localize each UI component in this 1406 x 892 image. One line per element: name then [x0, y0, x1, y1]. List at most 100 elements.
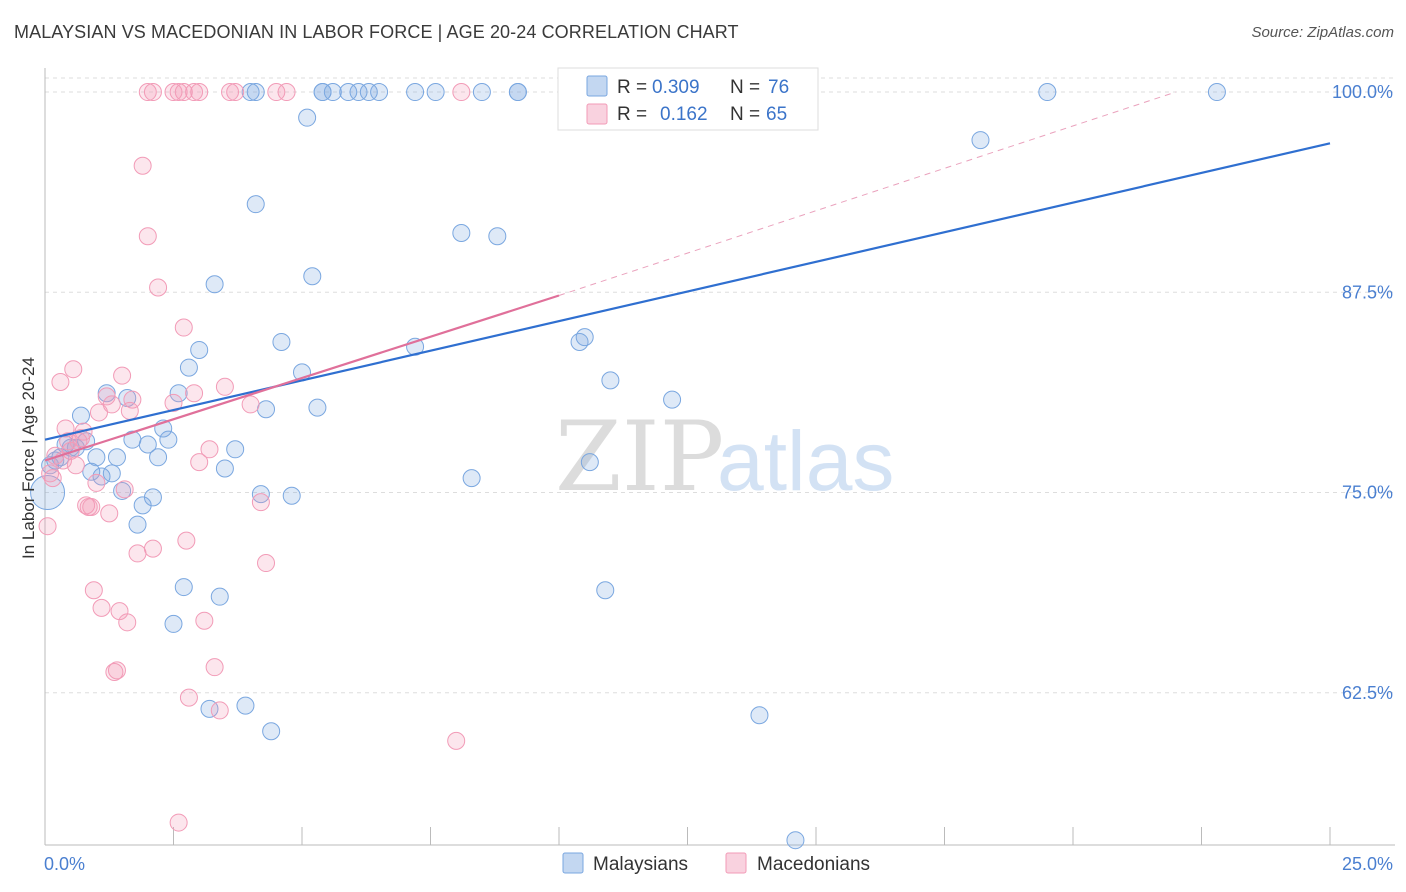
bottom-legend-malaysians: Malaysians: [593, 854, 688, 875]
malaysian-point-52: [426, 83, 445, 102]
malaysian-point-47: [339, 83, 358, 102]
trend-line-macedonians-extended: [558, 91, 1176, 296]
malaysian-point-43: [303, 267, 322, 286]
malaysian-point-13: [107, 448, 126, 467]
legend-r-value-1: 0.309: [652, 77, 700, 98]
malaysian-point-61: [596, 581, 615, 600]
macedonian-point-18: [87, 473, 106, 492]
malaysian-point-50: [370, 83, 389, 102]
malaysian-point-28: [190, 340, 209, 359]
macedonian-point-45: [200, 440, 219, 459]
malaysian-point-60: [580, 453, 599, 472]
macedonian-point-49: [221, 83, 240, 102]
macedonian-point-57: [452, 83, 471, 102]
x-tick-label-1: 25.0%: [1342, 854, 1393, 874]
macedonian-point-61: [169, 83, 188, 102]
axes: [44, 68, 1395, 846]
malaysian-point-27: [179, 358, 198, 377]
malaysian-point-9: [87, 448, 106, 467]
malaysian-point-58: [570, 332, 589, 351]
malaysian-point-8: [82, 462, 101, 481]
bottom-legend-macedonians: Macedonians: [757, 854, 870, 875]
legend-r-label-2: R =: [617, 104, 647, 125]
malaysian-point-46: [323, 83, 342, 102]
malaysian-point-56: [488, 227, 507, 246]
macedonian-point-55: [277, 83, 296, 102]
bottom-legend-swatch-malaysians: [562, 852, 584, 874]
malaysian-point-23: [159, 430, 178, 449]
malaysian-point-25: [169, 384, 188, 403]
malaysian-point-66: [786, 831, 805, 850]
macedonian-point-23: [102, 395, 121, 414]
malaysian-point-69: [1207, 83, 1226, 102]
macedonian-point-41: [179, 688, 198, 707]
data-points: [30, 83, 1226, 850]
trend-line-macedonians: [44, 294, 560, 462]
malaysian-point-65: [750, 706, 769, 725]
macedonian-point-0: [38, 517, 57, 536]
legend-n-value-1: 76: [768, 77, 789, 98]
watermark-zip: ZIP: [555, 401, 724, 513]
macedonian-point-60: [164, 83, 183, 102]
y-tick-labels: 62.5% 75.0% 87.5% 100.0%: [1332, 82, 1393, 703]
macedonian-point-38: [169, 813, 188, 832]
malaysian-point-70: [241, 83, 260, 102]
macedonian-point-28: [115, 480, 134, 499]
malaysian-point-30: [205, 275, 224, 294]
macedonian-point-16: [82, 497, 101, 516]
macedonian-point-2: [43, 469, 62, 488]
macedonian-point-63: [185, 83, 204, 102]
malaysian-point-38: [262, 722, 281, 741]
malaysian-point-62: [601, 371, 620, 390]
macedonian-point-47: [210, 701, 229, 720]
legend: R = 0.309 N = 76 R = 0.162 N = 65: [557, 67, 819, 131]
macedonian-point-17: [84, 581, 103, 600]
macedonian-point-40: [177, 531, 196, 550]
macedonian-point-51: [241, 395, 260, 414]
malaysian-point-72: [313, 83, 332, 102]
trend-line-malaysians: [44, 142, 1331, 441]
macedonian-point-20: [92, 598, 111, 617]
macedonian-point-27: [113, 366, 132, 385]
malaysian-point-42: [298, 108, 317, 127]
legend-swatch-macedonians: [586, 103, 608, 125]
y-axis-label: In Labor Force | Age 20-24: [19, 357, 38, 559]
malaysian-point-39: [272, 332, 291, 351]
malaysian-point-26: [174, 578, 193, 597]
macedonian-point-58: [138, 83, 157, 102]
malaysian-point-21: [149, 448, 168, 467]
y-tick-label-2: 87.5%: [1342, 282, 1393, 302]
malaysian-point-68: [1038, 83, 1057, 102]
macedonian-point-8: [61, 441, 80, 460]
malaysian-point-49: [359, 83, 378, 102]
malaysian-point-55: [472, 83, 491, 102]
y-tick-label-1: 75.0%: [1342, 483, 1393, 503]
macedonian-point-54: [267, 83, 286, 102]
malaysian-point-75: [30, 475, 66, 511]
y-tick-label-3: 100.0%: [1332, 82, 1393, 102]
legend-n-value-2: 65: [766, 104, 787, 125]
malaysian-point-6: [71, 406, 90, 425]
y-tick-label-0: 62.5%: [1342, 683, 1393, 703]
malaysian-point-73: [406, 83, 425, 102]
malaysian-point-19: [138, 435, 157, 454]
malaysian-point-71: [246, 83, 265, 102]
malaysian-point-48: [349, 83, 368, 102]
legend-swatch-malaysians: [586, 75, 608, 97]
macedonian-point-19: [89, 403, 108, 422]
macedonian-point-34: [138, 227, 157, 246]
malaysian-point-24: [164, 614, 183, 633]
chart-title: MALAYSIAN VS MACEDONIAN IN LABOR FORCE |…: [14, 22, 739, 42]
malaysian-point-53: [452, 224, 471, 243]
macedonian-point-33: [133, 156, 152, 175]
macedonian-point-4: [51, 373, 70, 392]
malaysian-point-20: [143, 488, 162, 507]
malaysian-point-64: [663, 390, 682, 409]
watermark-atlas: atlas: [717, 414, 894, 508]
malaysian-point-74: [508, 83, 527, 102]
macedonian-point-39: [174, 318, 193, 337]
malaysian-point-17: [128, 515, 147, 534]
x-tick-labels: 0.0% 25.0%: [44, 854, 1393, 874]
legend-box: [557, 67, 819, 131]
